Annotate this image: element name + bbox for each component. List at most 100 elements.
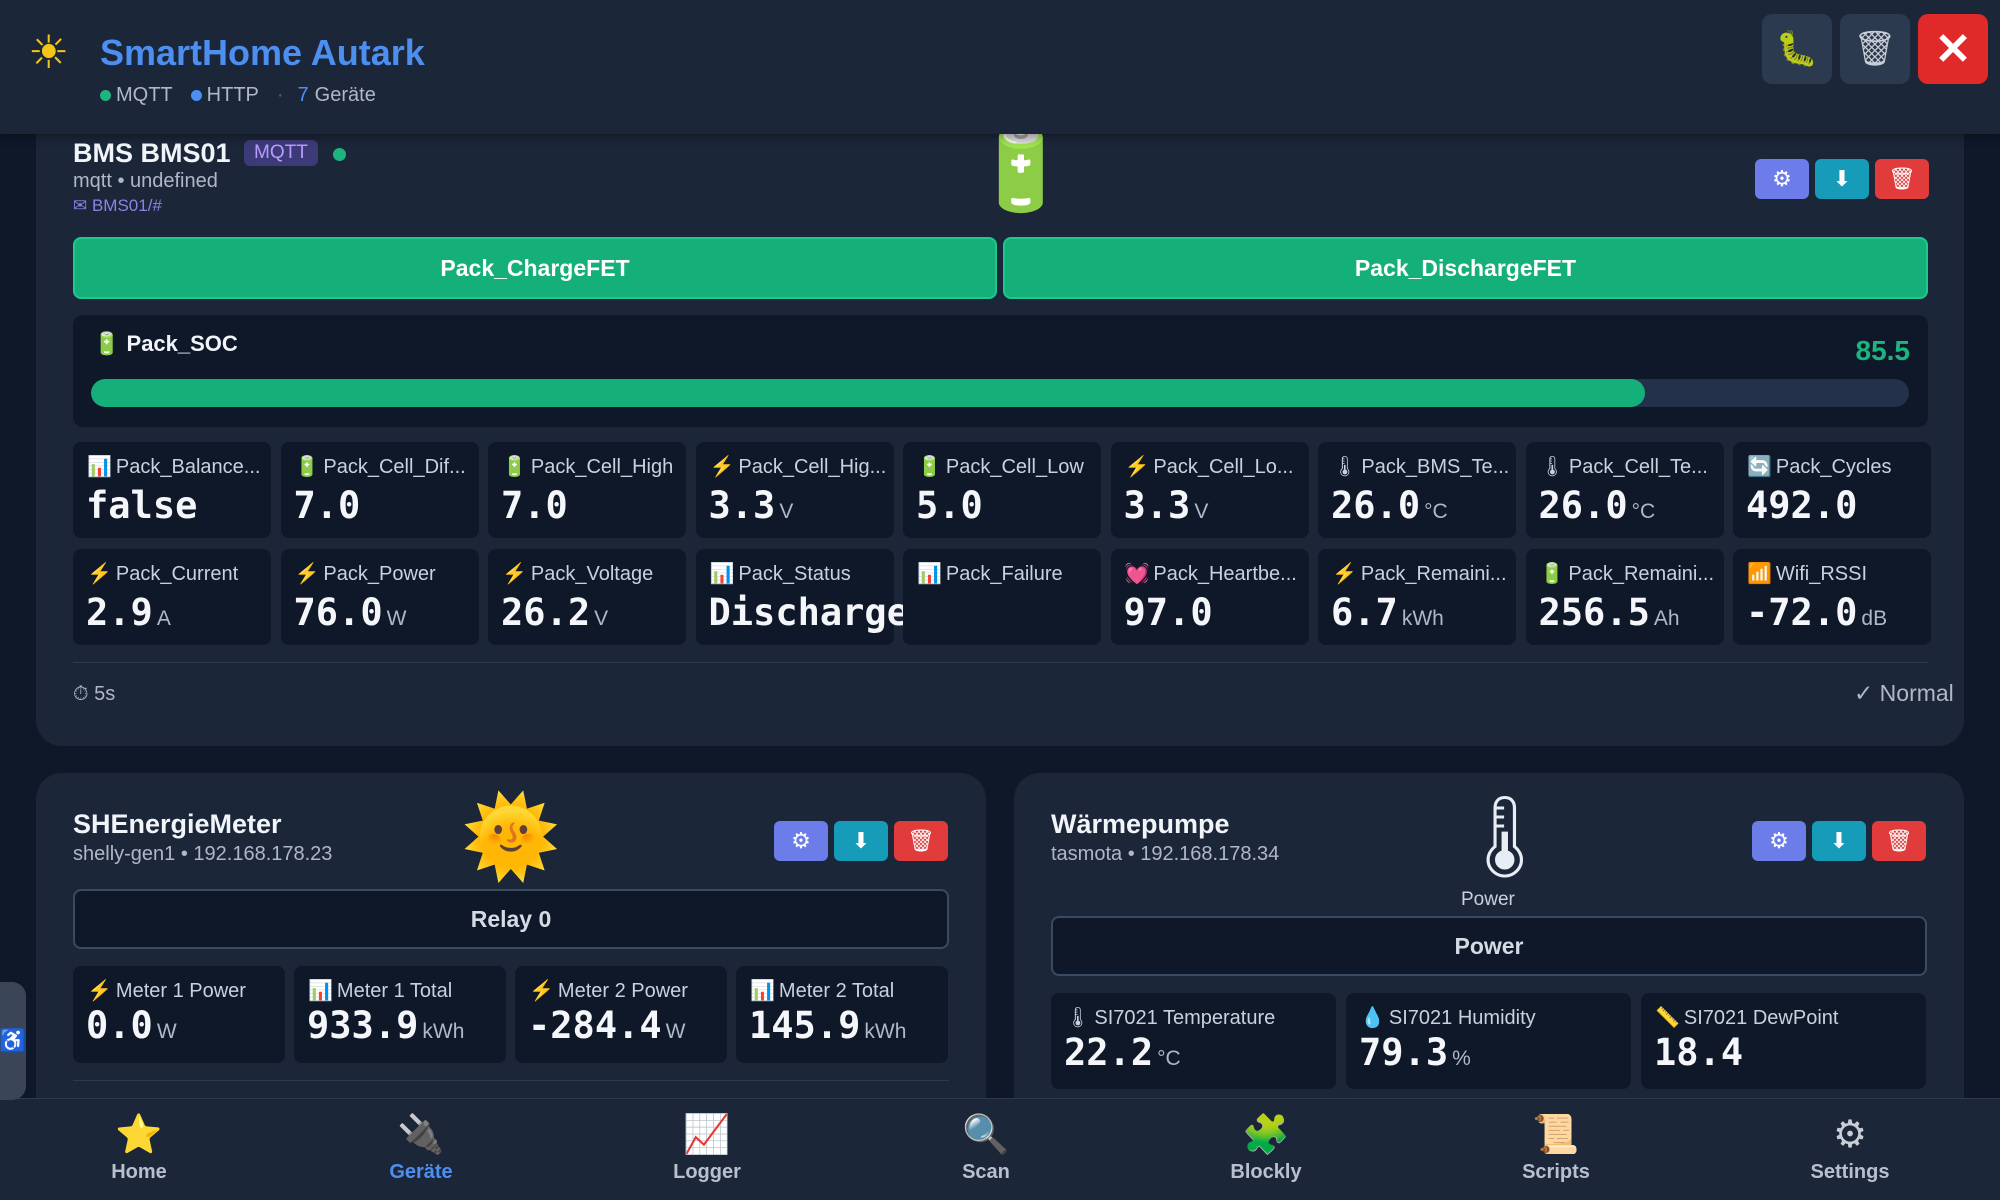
sensor-label-text: Pack_Cell_Dif...	[323, 456, 466, 478]
sensor-icon: 🔋	[294, 456, 320, 478]
card-divider	[73, 1080, 949, 1081]
http-status-dot-icon	[190, 90, 202, 101]
nav-label: Settings	[1810, 1161, 1890, 1183]
protocol-badge: MQTT	[244, 140, 318, 166]
sensor-value: -72.0 dB	[1746, 591, 1887, 634]
sensor-label: ⚡ Pack_Current	[87, 561, 265, 586]
sensor-tile: 🌡 Pack_Cell_Te... 26.0 °C	[1525, 442, 1724, 538]
check-icon: ✓	[1854, 680, 1880, 706]
trash-icon: 🗑	[907, 828, 935, 853]
gear-icon: ⚙	[1832, 1114, 1868, 1156]
sensor-label-text: Pack_Remaini...	[1568, 563, 1715, 585]
nav-logger[interactable]: 📈 Logger	[627, 1113, 787, 1184]
sensor-unit: %	[1452, 1047, 1471, 1070]
sensor-label: 📊 Meter 2 Total	[750, 978, 942, 1003]
sensor-value-text: 256.5	[1538, 591, 1650, 634]
nav-home[interactable]: ⭐ Home	[59, 1113, 219, 1184]
sensor-tile: 📊 Meter 1 Total 933.9 kWh	[294, 966, 506, 1063]
export-button[interactable]: ⬇	[1812, 821, 1866, 861]
nav-blockly[interactable]: 🧩 Blockly	[1186, 1113, 1346, 1184]
sensor-unit: W	[156, 1020, 177, 1043]
sensor-tile: 🔋 Pack_Remaini... 256.5 Ah	[1525, 549, 1724, 645]
discharge-fet-toggle[interactable]: Pack_DischargeFET	[1003, 237, 1928, 299]
display-mode[interactable]: ✓ Normal	[1854, 680, 1954, 707]
sensor-label-text: Pack_Cycles	[1775, 456, 1892, 478]
gear-icon: ⚙	[1772, 166, 1792, 191]
export-button[interactable]: ⬇	[1815, 159, 1869, 199]
sensor-label: 🔋 Pack_Cell_Low	[917, 454, 1095, 479]
sensor-value: 2.9 A	[86, 591, 171, 634]
sensor-value-text: 22.2	[1064, 1031, 1154, 1074]
delete-button[interactable]: 🗑	[894, 821, 948, 861]
timer-icon: ⏱	[73, 683, 95, 705]
accessibility-icon: ♿	[0, 1028, 27, 1053]
sensor-value: 26.2 V	[501, 591, 608, 634]
soc-value: 85.5	[1855, 335, 1911, 366]
sensor-icon: 🔋	[917, 456, 942, 478]
device-name: BMS BMS01	[73, 138, 231, 168]
sensor-tile: 🌡 SI7021 Temperature 22.2 °C	[1051, 993, 1336, 1089]
configure-button[interactable]: ⚙	[774, 821, 828, 861]
sensor-icon: 📊	[917, 563, 942, 585]
sensor-label-text: Pack_Voltage	[530, 563, 654, 585]
card-actions: ⚙ ⬇ 🗑	[1755, 159, 1929, 199]
power-button[interactable]: Power	[1051, 916, 1927, 976]
sensor-label: 🌡 Pack_Cell_Te...	[1540, 454, 1718, 479]
sensor-value: 3.3 V	[709, 484, 794, 527]
refresh-interval-text: 5s	[94, 683, 116, 705]
device-name: Wärmepumpe	[1051, 809, 1230, 839]
nav-settings[interactable]: ⚙ Settings	[1770, 1113, 1930, 1184]
sensor-icon: 📏	[1655, 1007, 1680, 1029]
mqtt-topic: ✉ BMS01/#	[73, 196, 162, 216]
sensor-icon: 📊	[308, 980, 333, 1002]
accessibility-button[interactable]: ♿	[0, 982, 27, 1100]
envelope-icon: ✉	[73, 196, 92, 215]
sensor-icon: ⚡	[1332, 563, 1357, 585]
connection-status: MQTT HTTP · 7 Geräte	[100, 84, 376, 107]
sensor-tile: ⚡ Pack_Cell_Hig... 3.3 V	[695, 442, 894, 538]
charge-fet-toggle[interactable]: Pack_ChargeFET	[73, 237, 997, 299]
configure-button[interactable]: ⚙	[1752, 821, 1806, 861]
soc-label-text: Pack_SOC	[126, 331, 238, 356]
sensor-value-text: 6.7	[1331, 591, 1398, 634]
bottom-navigation: ⭐ Home 🔌 Geräte 📈 Logger 🔍 Scan 🧩 Blockl…	[0, 1098, 2000, 1200]
battery-image-icon: 🔋	[971, 125, 1071, 214]
nav-scan[interactable]: 🔍 Scan	[906, 1113, 1066, 1184]
bug-icon: 🐛	[1775, 30, 1819, 68]
delete-button[interactable]: 🗑	[1872, 821, 1926, 861]
sensor-tile: ⚡ Pack_Current 2.9 A	[73, 549, 271, 645]
clear-button[interactable]: 🗑	[1840, 14, 1910, 84]
nav-devices[interactable]: 🔌 Geräte	[341, 1113, 501, 1184]
sensor-tile: ⚡ Meter 1 Power 0.0 W	[73, 966, 285, 1063]
sensor-label-text: Pack_Cell_Te...	[1568, 456, 1708, 478]
sensor-value: 18.4	[1654, 1031, 1747, 1074]
configure-button[interactable]: ⚙	[1755, 159, 1809, 199]
image-caption: Power	[1461, 889, 1515, 910]
sensor-value-text: 145.9	[749, 1004, 861, 1047]
download-icon: ⬇	[851, 828, 871, 853]
nav-label: Logger	[673, 1161, 741, 1183]
mqtt-status-label: MQTT	[116, 84, 173, 106]
nav-scripts[interactable]: 📜 Scripts	[1476, 1113, 1636, 1184]
relay-0-button[interactable]: Relay 0	[73, 889, 949, 949]
sensor-label: 🔄 Pack_Cycles	[1747, 454, 1925, 479]
sensor-icon: ⚡	[709, 456, 735, 478]
debug-button[interactable]: 🐛	[1762, 14, 1832, 84]
delete-button[interactable]: 🗑	[1875, 159, 1929, 199]
export-button[interactable]: ⬇	[834, 821, 888, 861]
sensor-label: 🌡 SI7021 Temperature	[1065, 1005, 1330, 1030]
sensor-icon: 📊	[750, 980, 775, 1002]
sensor-label-text: Pack_Cell_Hig...	[738, 456, 887, 478]
sensor-value-text: 26.0	[1331, 484, 1421, 527]
sensor-value: 3.3 V	[1124, 484, 1209, 527]
sensor-icon: 🔋	[502, 456, 527, 478]
sensor-label: 🔋 Pack_Cell_High	[502, 454, 680, 479]
sensor-label-text: Meter 1 Power	[115, 980, 246, 1002]
sensor-value: -284.4 W	[528, 1004, 685, 1047]
sensor-label: ⚡ Meter 2 Power	[529, 978, 721, 1003]
sensor-value-text: 18.4	[1654, 1031, 1744, 1074]
separator: ·	[276, 84, 284, 106]
sensor-tile: 📏 SI7021 DewPoint 18.4	[1641, 993, 1926, 1089]
close-button[interactable]: ✕	[1918, 14, 1988, 84]
http-status-label: HTTP	[206, 84, 259, 106]
